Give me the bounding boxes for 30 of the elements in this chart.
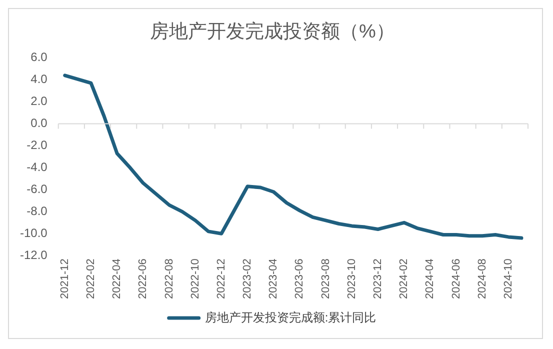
y-tick-label: 0.0 — [30, 116, 48, 130]
x-tick-label: 2023-12 — [372, 258, 384, 300]
x-tick-label: 2022-02 — [84, 258, 97, 300]
chart-title: 房地产开发完成投资额（%） — [150, 20, 395, 43]
x-tick-label: 2024-04 — [424, 258, 436, 300]
x-tick-label: 2024-06 — [450, 258, 462, 300]
y-tick-label: -12.0 — [20, 248, 48, 262]
y-tick-label: -2.0 — [26, 138, 48, 152]
x-tick-label: 2023-06 — [294, 258, 306, 300]
y-tick-label: 2.0 — [30, 94, 48, 108]
x-tick-label: 2022-08 — [163, 258, 176, 300]
x-tick-label: 2023-04 — [268, 258, 280, 300]
x-tick-label: 2022-12 — [215, 258, 228, 300]
y-tick-label: -4.0 — [26, 160, 48, 174]
x-tick-label: 2023-08 — [320, 258, 332, 300]
y-tick-label: 4.0 — [30, 72, 48, 86]
y-tick-label: 6.0 — [30, 50, 48, 64]
x-tick-label: 2024-10 — [502, 258, 514, 300]
y-tick-label: -8.0 — [26, 204, 48, 218]
x-tick-label: 2023-02 — [242, 258, 254, 300]
y-tick-label: -10.0 — [20, 226, 48, 240]
y-tick-label: -6.0 — [26, 182, 48, 196]
x-tick-label: 2024-02 — [398, 258, 410, 300]
legend-label: 房地产开发投资完成额:累计同比 — [204, 310, 376, 324]
x-tick-label: 2022-06 — [137, 258, 150, 300]
x-tick-label: 2022-10 — [189, 258, 202, 300]
x-tick-label: 2022-04 — [111, 258, 124, 300]
x-tick-label: 2021-12 — [58, 258, 71, 300]
x-tick-label: 2023-10 — [346, 258, 358, 300]
x-tick-label: 2024-08 — [476, 258, 488, 300]
